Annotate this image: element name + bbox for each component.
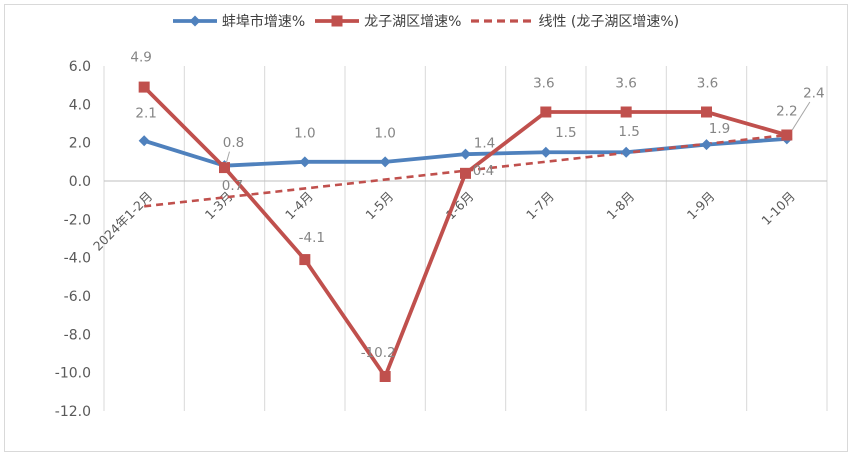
data-label: 1.5 bbox=[555, 125, 576, 141]
data-label: 2.4 bbox=[803, 86, 824, 102]
legend-diamond-marker-swatch bbox=[172, 15, 217, 27]
y-axis-tick-label: -2.0 bbox=[64, 212, 91, 228]
y-axis-tick-label: 2.0 bbox=[69, 136, 91, 152]
y-axis-tick-label: -10.0 bbox=[55, 366, 91, 382]
data-point-diamond bbox=[701, 139, 712, 151]
x-axis-tick-label: 1-9月 bbox=[684, 189, 718, 223]
data-point-square bbox=[379, 371, 391, 382]
data-label: 1.0 bbox=[374, 125, 395, 141]
label-leader-line bbox=[225, 151, 230, 164]
data-label: 4.9 bbox=[130, 50, 151, 66]
data-label: -4.1 bbox=[299, 230, 325, 246]
x-axis-tick-label: 2024年1-2月 bbox=[90, 189, 155, 254]
data-label: -10.2 bbox=[361, 345, 396, 361]
data-label: 0.7 bbox=[222, 178, 243, 194]
legend-item-trendline[interactable]: 线性 (龙子湖区增速%) bbox=[471, 11, 679, 31]
chart-legend: 蚌埠市增速% 龙子湖区增速% 线性 (龙子湖区增速%) bbox=[5, 11, 847, 31]
data-point-square bbox=[299, 254, 311, 266]
y-axis-tick-label: 4.0 bbox=[69, 97, 91, 113]
x-axis-tick-label: 1-5月 bbox=[362, 189, 396, 223]
data-label: 2.1 bbox=[135, 105, 156, 121]
data-point-diamond bbox=[460, 148, 471, 160]
y-axis-tick-label: -12.0 bbox=[55, 404, 91, 420]
data-label: 1.4 bbox=[474, 136, 495, 152]
plot-area: 6.0 4.0 2.0 0.0 -2.0 -4.0 -6.0 -8.0 -10.0 -12.0 20… bbox=[55, 50, 828, 420]
label-leader-line bbox=[791, 101, 811, 131]
y-axis-tick-label: 0.0 bbox=[69, 174, 91, 190]
data-point-square bbox=[781, 129, 793, 141]
data-label: 1.0 bbox=[294, 125, 315, 141]
legend-item-series-0[interactable]: 蚌埠市增速% bbox=[172, 11, 306, 31]
data-label: 0.4 bbox=[473, 163, 494, 179]
data-point-diamond bbox=[540, 146, 552, 158]
data-point-diamond bbox=[620, 146, 632, 158]
legend-label: 线性 (龙子湖区增速%) bbox=[538, 14, 680, 30]
legend-dashed-line-swatch bbox=[471, 19, 534, 23]
data-label: 3.6 bbox=[533, 76, 554, 92]
data-label: 3.6 bbox=[615, 76, 636, 92]
legend-label: 蚌埠市增速% bbox=[221, 14, 306, 30]
x-axis-tick-label: 1-7月 bbox=[523, 189, 557, 223]
data-label: 1.5 bbox=[618, 124, 639, 140]
legend-square-marker-swatch bbox=[315, 15, 360, 27]
y-axis-tick-label: -8.0 bbox=[64, 327, 91, 343]
y-axis-tick-label: 6.0 bbox=[69, 59, 91, 75]
data-point-square bbox=[701, 106, 712, 118]
data-point-diamond bbox=[299, 156, 311, 168]
legend-label: 龙子湖区增速% bbox=[364, 14, 462, 30]
data-label: 1.9 bbox=[709, 121, 730, 137]
series-line-1 bbox=[142, 85, 789, 379]
data-point-square bbox=[460, 167, 471, 179]
data-point-square bbox=[138, 81, 150, 93]
data-point-square bbox=[540, 106, 552, 118]
data-label: 2.2 bbox=[776, 103, 797, 119]
data-point-square bbox=[620, 106, 632, 118]
data-point-square bbox=[219, 162, 230, 174]
chart-area: 6.0 4.0 2.0 0.0 -2.0 -4.0 -6.0 -8.0 -10.0 -12.0 20… bbox=[4, 4, 848, 452]
y-axis-tick-label: -4.0 bbox=[64, 251, 91, 267]
y-axis-tick-label: -6.0 bbox=[64, 289, 91, 305]
data-point-diamond bbox=[138, 135, 150, 147]
data-label: 0.8 bbox=[223, 135, 244, 151]
x-axis-tick-label: 1-8月 bbox=[603, 189, 637, 223]
data-label: 3.6 bbox=[697, 76, 718, 92]
x-axis-tick-label: 1-4月 bbox=[282, 189, 316, 223]
x-axis-tick-label: 1-10月 bbox=[758, 189, 798, 229]
legend-item-series-1[interactable]: 龙子湖区增速% bbox=[315, 11, 461, 31]
data-point-diamond bbox=[379, 156, 391, 168]
